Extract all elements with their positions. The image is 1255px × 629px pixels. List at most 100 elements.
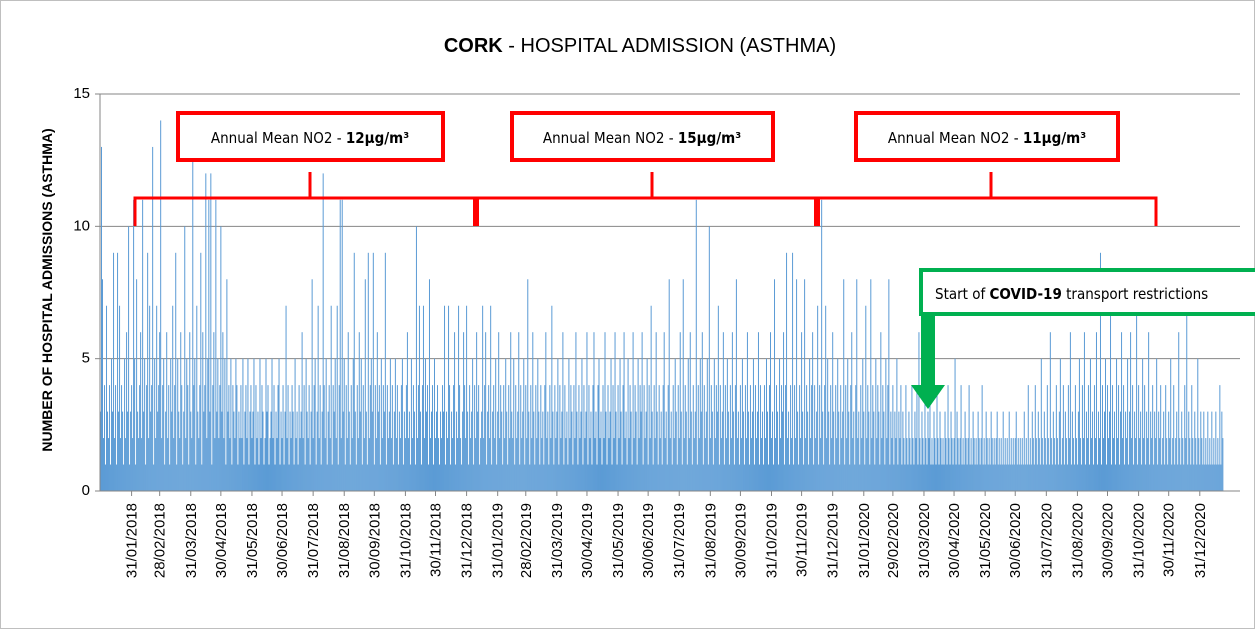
bar [394, 358, 396, 491]
bar [139, 385, 141, 491]
bar [433, 358, 435, 491]
bar [163, 358, 165, 491]
bar [1109, 411, 1111, 491]
bar [450, 464, 452, 491]
bar [1029, 438, 1031, 491]
bar [1088, 464, 1090, 491]
bar [1135, 438, 1137, 491]
bar [949, 464, 951, 491]
x-tick-label: 29/02/2020 [885, 503, 902, 578]
covid-text-start: Start of [935, 285, 990, 303]
bar [261, 385, 263, 491]
bar [649, 438, 651, 491]
bar [612, 385, 614, 491]
bar [849, 464, 851, 491]
bar [270, 411, 272, 491]
bar [429, 438, 431, 491]
y-axis-label: NUMBER OF HOSPITAL ADMISSIONS (ASTHMA) [39, 128, 55, 451]
bar [676, 464, 678, 491]
bar [109, 385, 111, 491]
bar [817, 305, 819, 491]
bar [1044, 438, 1046, 491]
bar [253, 358, 255, 491]
bar [1124, 464, 1126, 491]
bar [148, 438, 150, 491]
bar [606, 464, 608, 491]
bar [547, 411, 549, 491]
bar [177, 358, 179, 491]
bar [302, 438, 304, 491]
bar [762, 464, 764, 491]
bar [413, 411, 415, 491]
bar [330, 305, 332, 491]
bar [1082, 438, 1084, 491]
x-tick-label: 28/02/2018 [152, 503, 169, 578]
bar [268, 464, 270, 491]
bar [853, 411, 855, 491]
bar [215, 199, 217, 491]
bar [388, 411, 390, 491]
bar [523, 358, 525, 491]
bar [403, 411, 405, 491]
bar [235, 358, 237, 491]
bar [252, 411, 254, 491]
bar [997, 464, 999, 491]
bar [681, 464, 683, 491]
bar [664, 438, 666, 491]
bar [205, 173, 207, 491]
annotation-text: Annual Mean NO2 - 12µg/m³ [211, 129, 409, 147]
bar [935, 464, 937, 491]
bar [1011, 464, 1013, 491]
bar [892, 385, 894, 491]
bar [1053, 438, 1055, 491]
bar [258, 464, 260, 491]
bar [526, 438, 528, 491]
bar [272, 438, 274, 491]
bar [331, 464, 333, 491]
bar [792, 252, 794, 491]
bar [327, 411, 329, 491]
bar [631, 464, 633, 491]
bar [1163, 411, 1165, 491]
bar [1087, 385, 1089, 491]
bar [909, 438, 911, 491]
bar [790, 385, 792, 491]
bar [859, 464, 861, 491]
bar [1147, 438, 1149, 491]
bar [781, 385, 783, 491]
bar [895, 438, 897, 491]
bar [783, 332, 785, 491]
bar [1161, 464, 1163, 491]
x-tick-label: 31/03/2018 [183, 503, 200, 578]
bar [1056, 438, 1058, 491]
bar [1074, 385, 1076, 491]
bar [756, 411, 758, 491]
bar [659, 438, 661, 491]
bar [500, 385, 502, 491]
bar [1066, 464, 1068, 491]
bar [1181, 411, 1183, 491]
bar [974, 464, 976, 491]
bar [133, 199, 135, 491]
bar [385, 464, 387, 491]
bar [891, 438, 893, 491]
bar [725, 438, 727, 491]
bar [334, 358, 336, 491]
bar [856, 279, 858, 491]
x-tick-label: 31/08/2018 [336, 503, 353, 578]
bar [463, 332, 465, 491]
bar [854, 464, 856, 491]
bar [193, 385, 195, 491]
bar [344, 464, 346, 491]
bar [1173, 385, 1175, 491]
bar [464, 385, 466, 491]
bar [337, 464, 339, 491]
bar [868, 411, 870, 491]
bar [203, 411, 205, 491]
bar [1077, 411, 1079, 491]
chart-title: CORK - HOSPITAL ADMISSION (ASTHMA) [444, 35, 836, 57]
bar [711, 411, 713, 491]
bar [493, 385, 495, 491]
bar [702, 464, 704, 491]
bar [563, 464, 565, 491]
